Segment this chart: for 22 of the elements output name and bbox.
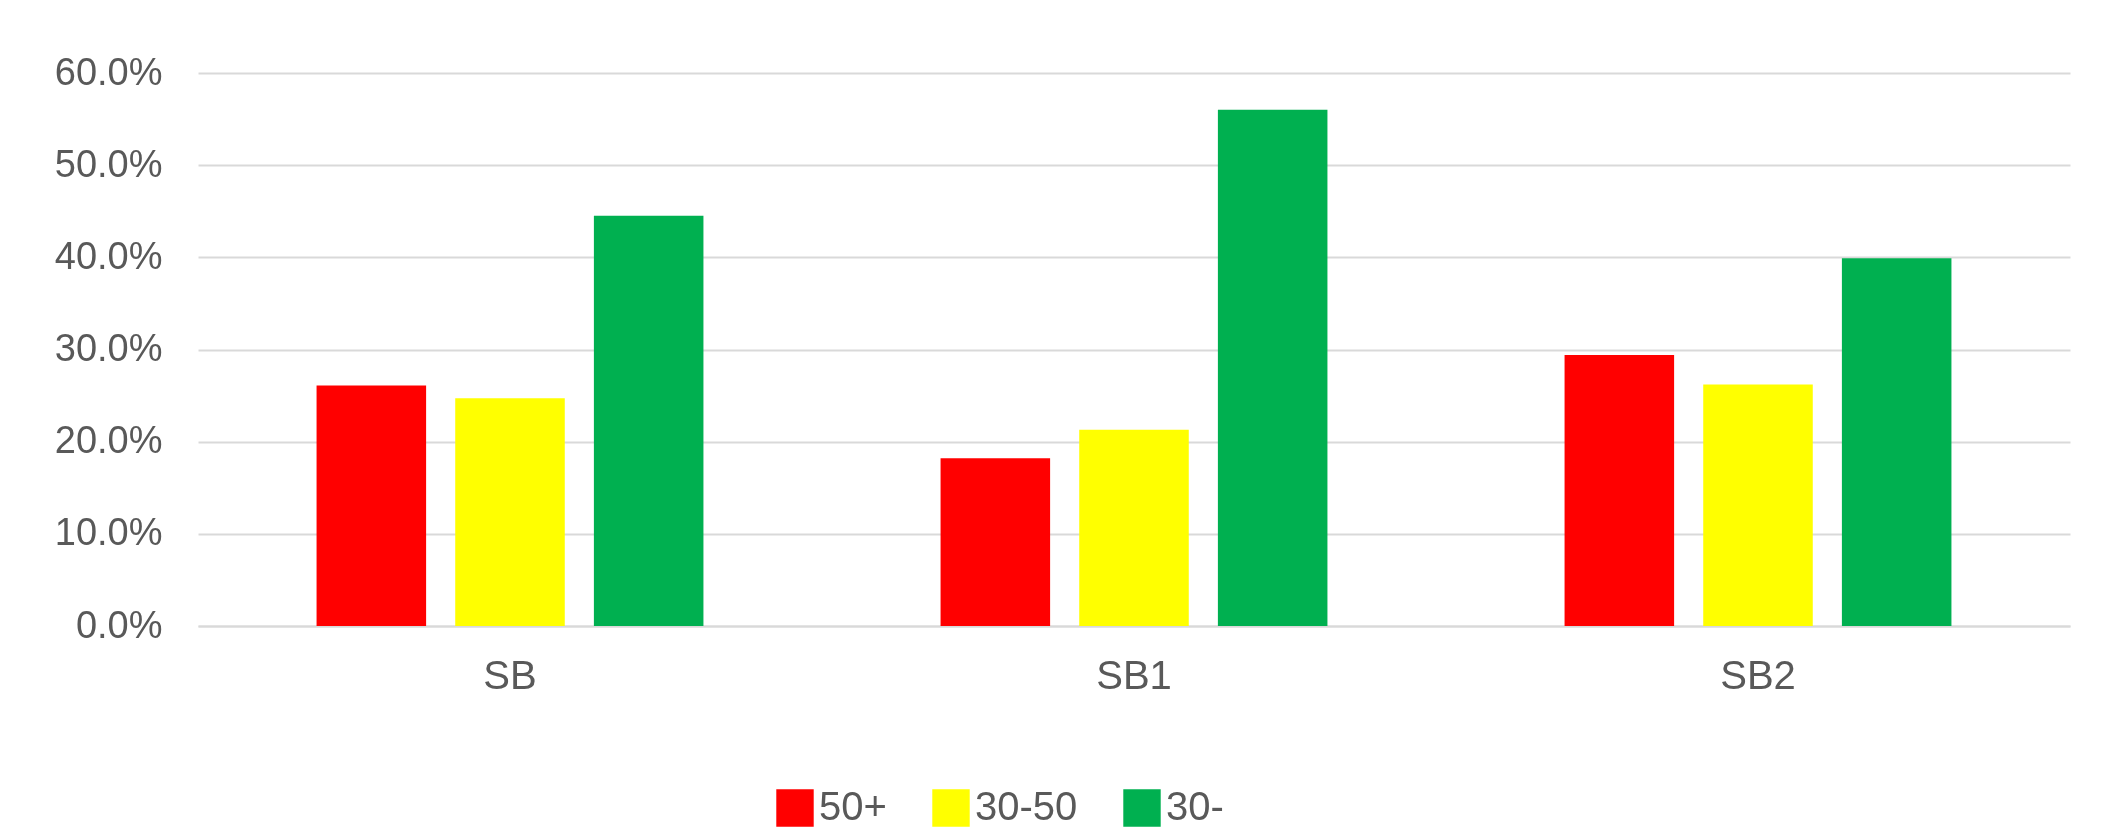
y-tick-label: 10.0% xyxy=(54,511,163,554)
y-tick-label: 0.0% xyxy=(75,603,163,646)
y-tick-label: 60.0% xyxy=(54,50,163,93)
x-tick-label: SB2 xyxy=(1720,652,1796,697)
bar xyxy=(1564,355,1675,626)
legend-label: 50+ xyxy=(819,784,887,828)
x-tick-label: SB1 xyxy=(1096,652,1172,697)
bar xyxy=(1703,384,1813,626)
legend-label: 30- xyxy=(1166,784,1224,828)
bar xyxy=(593,215,704,626)
bar xyxy=(1217,109,1328,626)
y-tick-label: 30.0% xyxy=(54,327,163,369)
bar xyxy=(1841,258,1952,626)
bar xyxy=(316,385,427,626)
bar xyxy=(455,398,565,626)
y-tick-label: 50.0% xyxy=(54,142,163,185)
x-tick-label: SB xyxy=(483,652,537,697)
bar xyxy=(940,458,1051,626)
bar xyxy=(1079,429,1189,626)
y-tick-label: 20.0% xyxy=(54,419,163,462)
legend-label: 30-50 xyxy=(975,784,1078,828)
y-tick-label: 40.0% xyxy=(54,234,163,277)
